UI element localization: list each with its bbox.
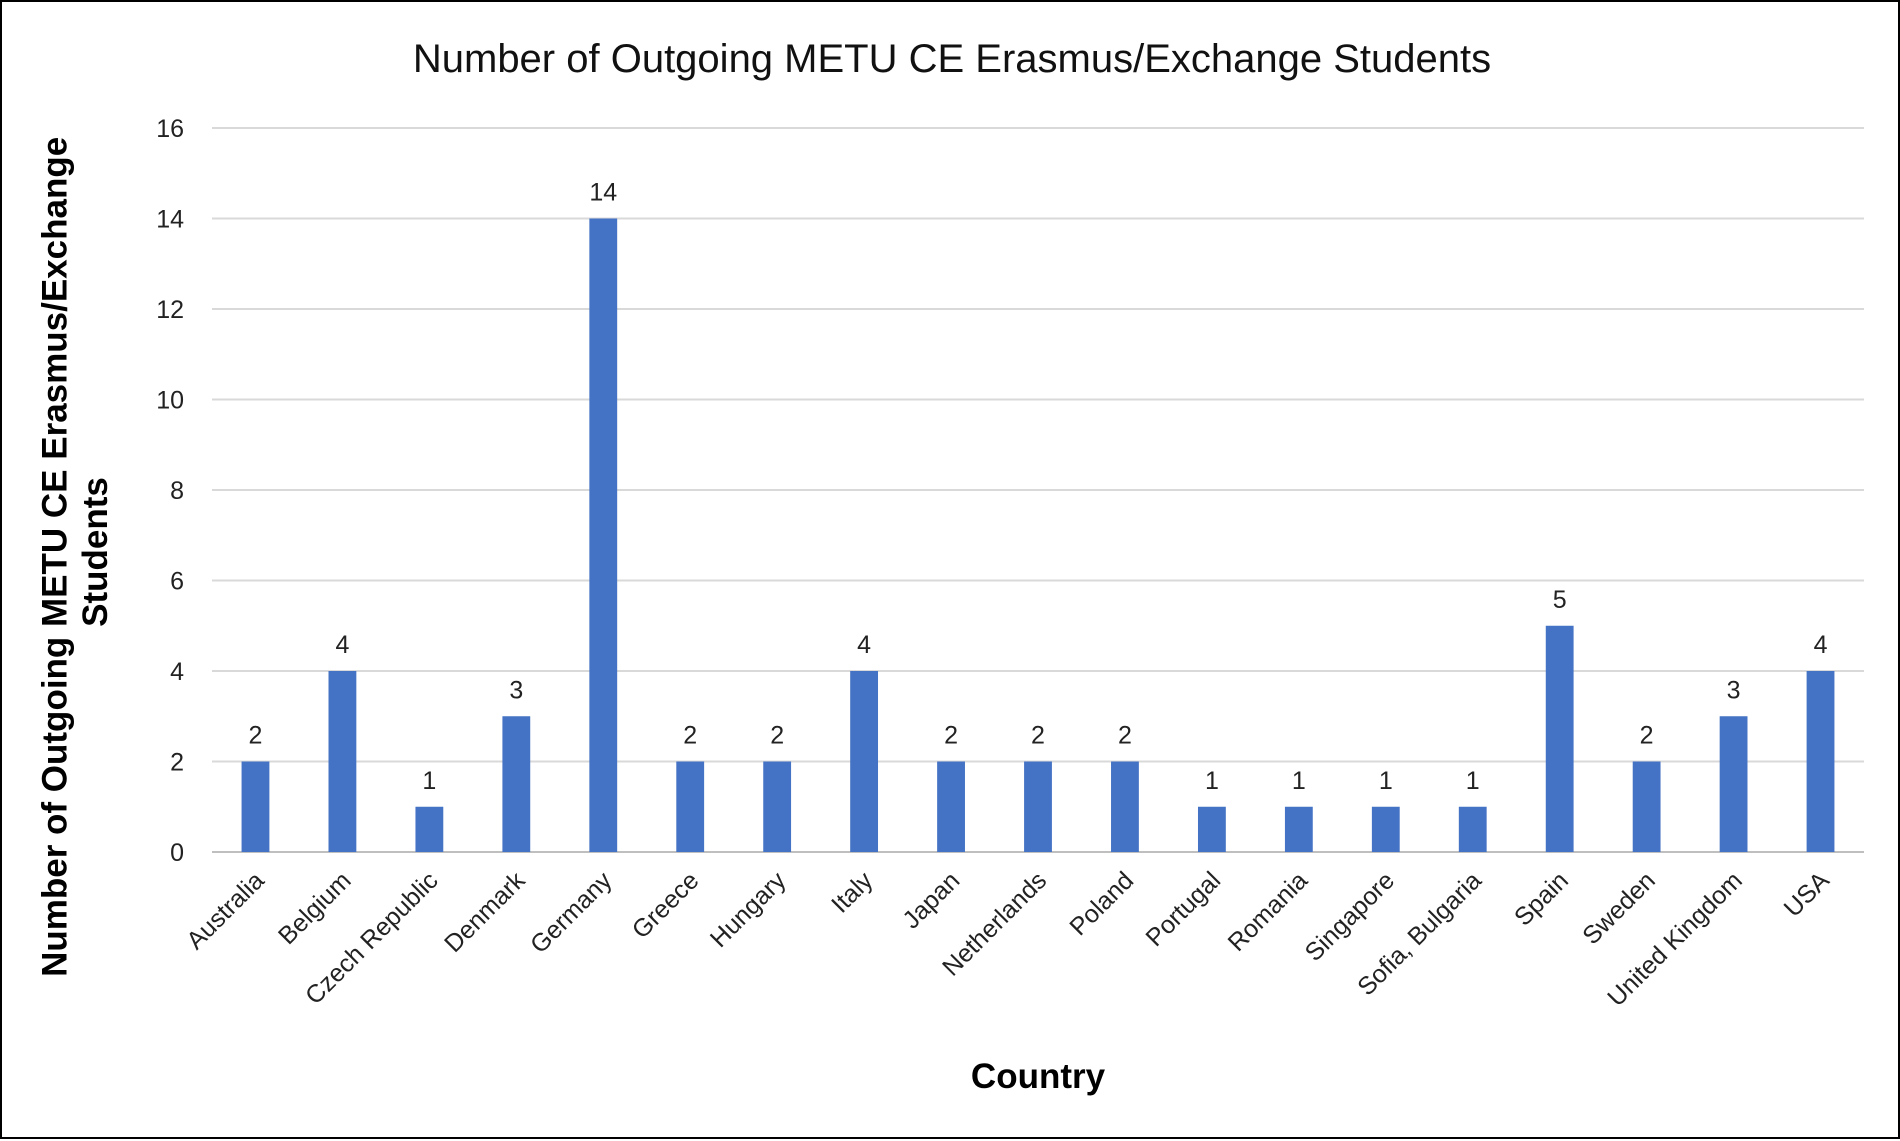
y-tick-label: 10 — [156, 387, 184, 415]
y-axis-title-line-1: Number of Outgoing METU CE Erasmus/Excha… — [36, 137, 75, 977]
bar — [328, 671, 357, 852]
bar — [1284, 806, 1313, 852]
x-tick-label: Belgium — [273, 866, 357, 950]
y-tick-label: 12 — [156, 296, 184, 324]
data-label: 1 — [1466, 767, 1480, 795]
x-tick-label: Poland — [1064, 866, 1139, 941]
data-label: 1 — [1292, 767, 1306, 795]
x-tick-label: Germany — [525, 866, 618, 959]
x-tick-label: Portugal — [1140, 866, 1226, 952]
x-tick-label: USA — [1779, 866, 1835, 922]
data-label: 3 — [509, 676, 523, 704]
y-axis-title-group: Number of Outgoing METU CE Erasmus/Excha… — [36, 127, 115, 977]
bar — [1111, 761, 1139, 852]
data-label: 2 — [944, 722, 958, 750]
data-label: 2 — [249, 722, 263, 750]
data-label: 1 — [1379, 767, 1393, 795]
x-tick-label: Japan — [897, 866, 965, 934]
bar — [241, 761, 270, 852]
bar — [589, 218, 618, 852]
x-axis-title: Country — [971, 1057, 1106, 1096]
bar — [1458, 806, 1487, 852]
y-axis-title: Number of Outgoing METU CE Erasmus/Excha… — [36, 127, 115, 977]
y-tick-label: 2 — [170, 749, 184, 777]
data-label: 4 — [335, 631, 349, 659]
x-tick-label: Italy — [826, 866, 879, 919]
data-label: 4 — [1814, 631, 1828, 659]
y-axis-title-line-2: Students — [76, 477, 115, 627]
data-labels: 2 4 1 3 14 2 2 4 2 2 2 1 1 1 1 5 2 3 4 — [249, 179, 1828, 795]
bar — [1806, 671, 1835, 852]
data-label: 5 — [1553, 586, 1567, 614]
data-label: 2 — [1640, 722, 1654, 750]
x-tick-label: Romania — [1223, 866, 1314, 957]
x-tick-label: Greece — [627, 866, 705, 944]
bar — [850, 671, 879, 852]
bar — [763, 761, 792, 852]
x-tick-label: Spain — [1509, 866, 1574, 931]
data-label: 2 — [770, 722, 784, 750]
y-tick-label: 14 — [156, 206, 184, 234]
bar — [1197, 806, 1226, 852]
y-tick-label: 16 — [156, 115, 184, 143]
x-tick-label: Hungary — [705, 866, 792, 953]
data-label: 14 — [589, 179, 617, 207]
bar — [937, 761, 965, 852]
x-tick-label: Denmark — [439, 866, 531, 958]
bar — [1545, 625, 1574, 852]
y-tick-label: 4 — [170, 658, 184, 686]
bars — [241, 218, 1835, 852]
gridlines — [212, 127, 1864, 853]
y-tick-label: 0 — [170, 839, 184, 867]
bar — [1632, 761, 1661, 852]
bar — [415, 806, 444, 852]
bar — [676, 761, 705, 852]
data-label: 1 — [422, 767, 436, 795]
data-label: 3 — [1727, 676, 1741, 704]
x-tick-label: Sweden — [1577, 866, 1661, 950]
bar — [1719, 716, 1748, 852]
x-tick-label: Australia — [181, 866, 270, 955]
y-axis-ticks: 0 2 4 6 8 10 12 14 16 — [156, 115, 184, 867]
bar — [502, 716, 531, 852]
data-label: 2 — [683, 722, 697, 750]
data-label: 2 — [1118, 722, 1132, 750]
data-label: 1 — [1205, 767, 1219, 795]
y-tick-label: 6 — [170, 568, 184, 596]
data-label: 2 — [1031, 722, 1045, 750]
y-tick-label: 8 — [170, 477, 184, 505]
bar — [1371, 806, 1400, 852]
bar — [1024, 761, 1052, 852]
chart-title: Number of Outgoing METU CE Erasmus/Excha… — [413, 37, 1491, 81]
data-label: 4 — [857, 631, 871, 659]
